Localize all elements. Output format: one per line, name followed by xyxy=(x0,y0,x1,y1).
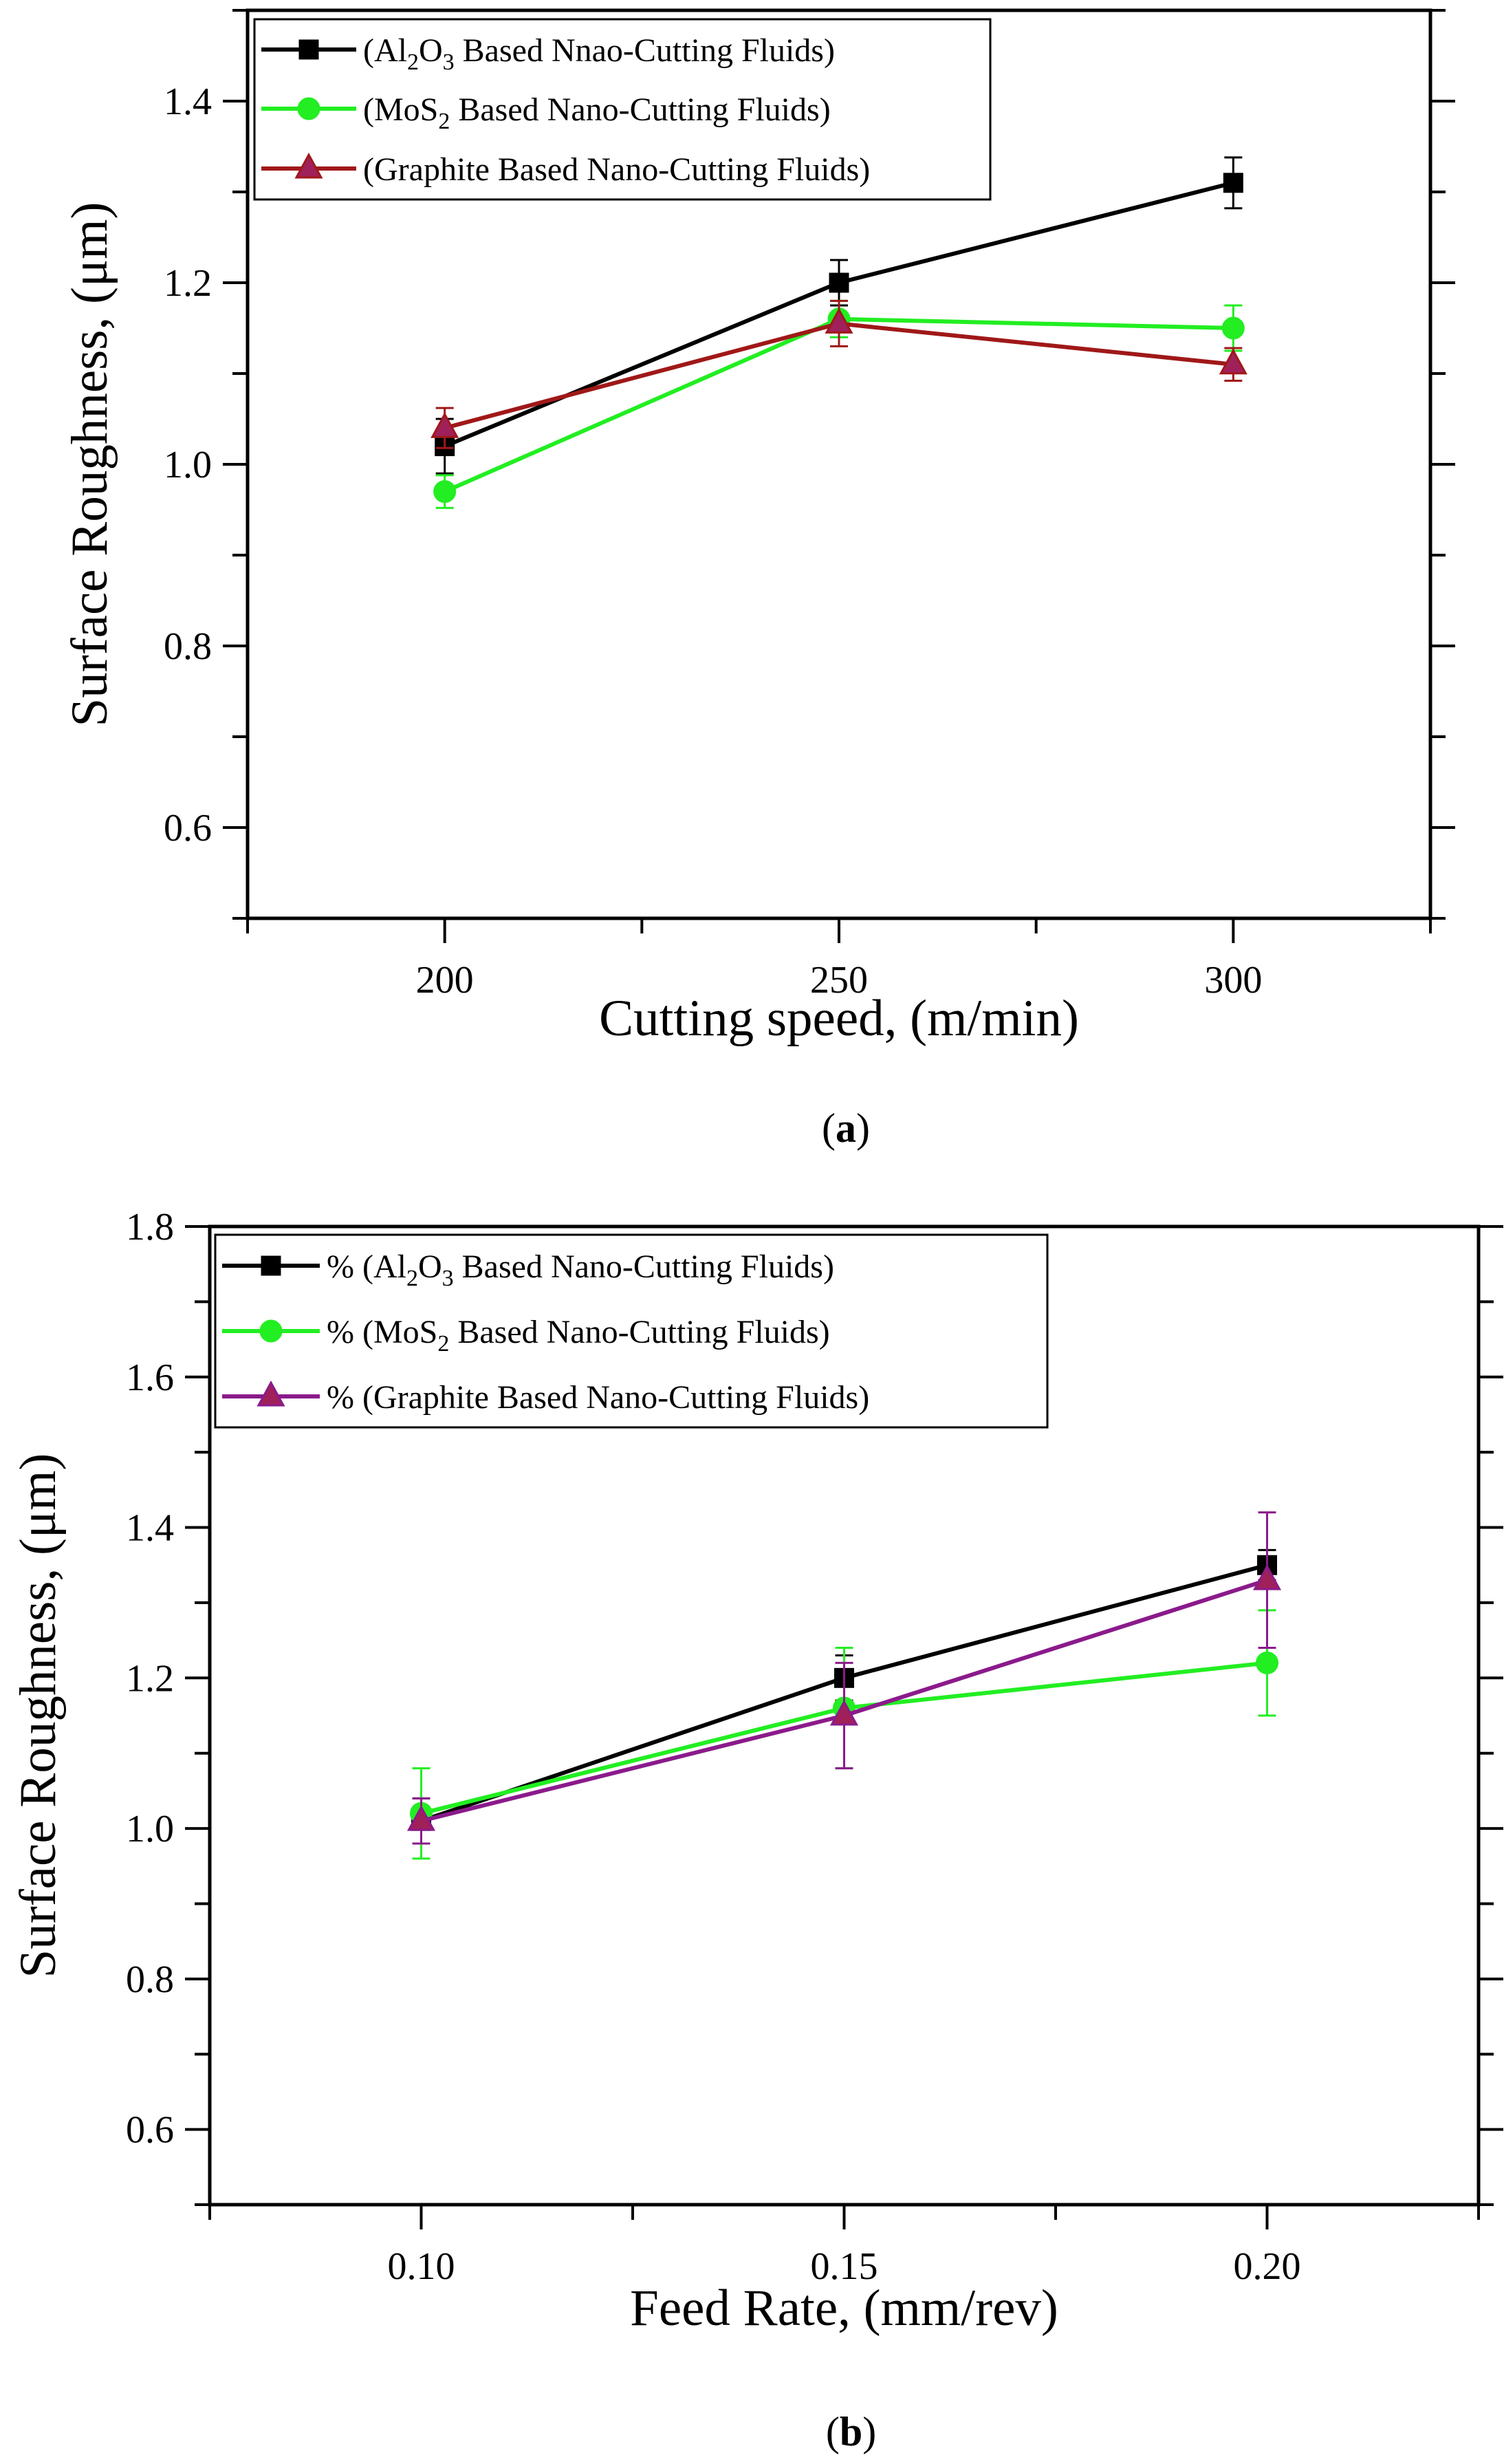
chart-panel-b: 0.10 0.15 0.20 0.6 0.8 1.0 1.2 1.4 1.6 1.8 Feed Ra… xyxy=(10,1206,1503,2454)
data-point xyxy=(1221,316,1245,340)
y-tick-label: 1.0 xyxy=(126,1808,174,1850)
legend-label: (Graphite Based Nano-Cutting Fluids) xyxy=(363,151,870,188)
y-tick-label: 0.6 xyxy=(126,2109,174,2152)
legend: % (Al2O3 Based Nano-Cutting Fluids) % (Mo… xyxy=(214,1233,1049,1429)
y-tick-label: 0.6 xyxy=(164,807,212,850)
y-tick-label: 1.4 xyxy=(164,80,212,123)
x-tick-label: 0.10 xyxy=(388,2245,455,2288)
legend-marker xyxy=(298,39,319,60)
y-tick-label: 1.2 xyxy=(126,1657,174,1700)
y-tick-label: 1.4 xyxy=(126,1507,174,1550)
y-axis-title: Surface Roughness, (μm) xyxy=(61,202,118,727)
panel-label: (a) xyxy=(822,1105,870,1151)
series-triangle xyxy=(431,299,1247,449)
legend-box xyxy=(214,1233,1049,1429)
x-axis-title: Cutting speed, (m/min) xyxy=(599,990,1079,1047)
legend-label: % (Al2O3 Based Nano-Cutting Fluids) xyxy=(327,1249,834,1291)
legend-entry: (Graphite Based Nano-Cutting Fluids) xyxy=(261,151,870,188)
chart-panel-a: 200 250 300 0.6 0.8 1.0 1.2 1.4 Cutting speed, (… xyxy=(61,8,1455,1151)
x-tick-label: 250 xyxy=(810,959,868,1002)
y-axis-title: Surface Roughness, (μm) xyxy=(10,1453,67,1978)
legend-box xyxy=(253,18,992,201)
x-tick-label: 0.20 xyxy=(1234,2245,1301,2288)
legend-entry: (MoS2 Based Nano-Cutting Fluids) xyxy=(261,91,831,134)
legend-label: (MoS2 Based Nano-Cutting Fluids) xyxy=(363,91,831,134)
data-point xyxy=(1223,173,1243,193)
y-tick-label: 0.8 xyxy=(126,1958,174,2001)
data-point xyxy=(829,272,849,293)
data-point xyxy=(825,307,853,334)
y-tick-label: 1.6 xyxy=(126,1357,174,1399)
legend-label: % (MoS2 Based Nano-Cutting Fluids) xyxy=(327,1314,830,1357)
y-tick-label: 1.8 xyxy=(126,1206,174,1249)
y-tick-label: 1.0 xyxy=(164,444,212,486)
data-point xyxy=(1252,1564,1282,1590)
legend-label: % (Graphite Based Nano-Cutting Fluids) xyxy=(327,1379,869,1416)
x-tick-label: 0.15 xyxy=(811,2245,878,2288)
y-tick-label: 1.2 xyxy=(164,262,212,305)
legend-entry: % (Al2O3 Based Nano-Cutting Fluids) xyxy=(222,1249,834,1291)
legend-label: (Al2O3 Based Nnao-Cutting Fluids) xyxy=(363,32,835,75)
data-point xyxy=(431,412,459,438)
x-tick-label: 300 xyxy=(1204,959,1262,1002)
legend: (Al2O3 Based Nnao-Cutting Fluids) (MoS2 B… xyxy=(253,18,992,201)
x-tick-label: 200 xyxy=(416,959,474,1002)
legend-marker xyxy=(257,1380,285,1407)
legend-marker xyxy=(294,152,323,179)
panel-label: (b) xyxy=(826,2409,876,2454)
legend-entry: (Al2O3 Based Nnao-Cutting Fluids) xyxy=(261,32,835,75)
legend-marker xyxy=(261,1255,281,1276)
legend-marker xyxy=(297,97,320,120)
y-tick-label: 0.8 xyxy=(164,625,212,668)
series-triangle xyxy=(406,1511,1282,1845)
data-point xyxy=(1219,348,1247,375)
legend-marker xyxy=(259,1319,283,1343)
legend-entry: % (Graphite Based Nano-Cutting Fluids) xyxy=(222,1379,869,1416)
data-point xyxy=(433,480,457,504)
legend-entry: % (MoS2 Based Nano-Cutting Fluids) xyxy=(222,1314,830,1357)
x-axis-title: Feed Rate, (mm/rev) xyxy=(630,2280,1058,2337)
data-point xyxy=(406,1805,436,1831)
data-point xyxy=(1256,1651,1278,1674)
data-point xyxy=(829,1699,859,1726)
